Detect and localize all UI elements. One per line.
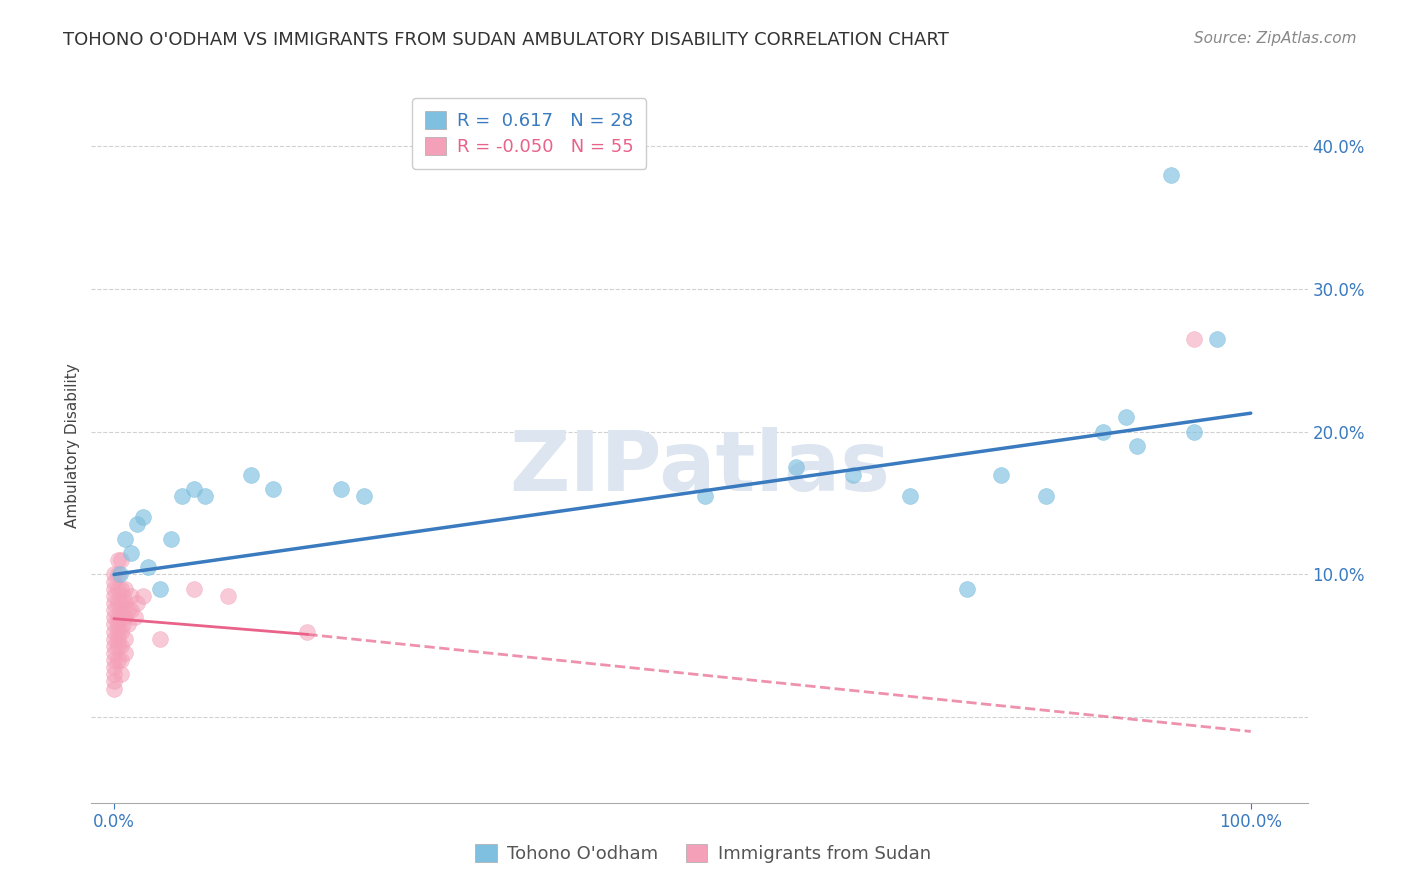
Point	[103, 567, 125, 582]
Point	[110, 639, 132, 653]
Point	[110, 596, 132, 610]
Point	[297, 624, 319, 639]
Point	[1205, 332, 1227, 346]
Y-axis label: Ambulatory Disability: Ambulatory Disability	[65, 364, 80, 528]
Point	[131, 510, 153, 524]
Point	[103, 610, 125, 624]
Text: TOHONO O'ODHAM VS IMMIGRANTS FROM SUDAN AMBULATORY DISABILITY CORRELATION CHART: TOHONO O'ODHAM VS IMMIGRANTS FROM SUDAN …	[63, 31, 949, 49]
Point	[1091, 425, 1114, 439]
Point	[107, 632, 129, 646]
Point	[172, 489, 194, 503]
Point	[107, 553, 129, 567]
Point	[898, 489, 921, 503]
Point	[103, 632, 125, 646]
Point	[103, 617, 125, 632]
Point	[107, 596, 129, 610]
Point	[107, 639, 129, 653]
Point	[108, 567, 131, 582]
Text: Source: ZipAtlas.com: Source: ZipAtlas.com	[1194, 31, 1357, 46]
Point	[103, 639, 125, 653]
Point	[183, 582, 205, 596]
Point	[136, 560, 159, 574]
Point	[120, 589, 142, 603]
Point	[114, 646, 136, 660]
Point	[103, 660, 125, 674]
Point	[110, 667, 132, 681]
Point	[842, 467, 865, 482]
Point	[103, 596, 125, 610]
Point	[107, 567, 129, 582]
Point	[107, 624, 129, 639]
Point	[103, 674, 125, 689]
Point	[955, 582, 977, 596]
Point	[125, 596, 148, 610]
Point	[107, 610, 129, 624]
Point	[131, 589, 153, 603]
Point	[160, 532, 183, 546]
Point	[112, 617, 135, 632]
Point	[785, 460, 807, 475]
Point	[183, 482, 205, 496]
Point	[1160, 168, 1182, 182]
Point	[149, 582, 172, 596]
Point	[103, 603, 125, 617]
Point	[103, 574, 125, 589]
Point	[110, 624, 132, 639]
Point	[1182, 332, 1205, 346]
Point	[120, 603, 142, 617]
Point	[239, 467, 262, 482]
Point	[114, 632, 136, 646]
Point	[120, 546, 142, 560]
Point	[107, 582, 129, 596]
Point	[262, 482, 284, 496]
Point	[114, 610, 136, 624]
Point	[103, 589, 125, 603]
Point	[110, 653, 132, 667]
Point	[125, 517, 148, 532]
Point	[990, 467, 1012, 482]
Legend: R =  0.617   N = 28, R = -0.050   N = 55: R = 0.617 N = 28, R = -0.050 N = 55	[412, 98, 647, 169]
Point	[112, 603, 135, 617]
Point	[110, 610, 132, 624]
Point	[194, 489, 217, 503]
Point	[353, 489, 375, 503]
Point	[117, 617, 139, 632]
Point	[217, 589, 239, 603]
Point	[1182, 425, 1205, 439]
Point	[695, 489, 717, 503]
Text: ZIPatlas: ZIPatlas	[509, 427, 890, 508]
Point	[103, 667, 125, 681]
Point	[117, 603, 139, 617]
Point	[1035, 489, 1057, 503]
Point	[110, 553, 132, 567]
Point	[103, 681, 125, 696]
Point	[103, 653, 125, 667]
Point	[114, 596, 136, 610]
Point	[1115, 410, 1137, 425]
Point	[110, 582, 132, 596]
Point	[149, 632, 172, 646]
Point	[103, 646, 125, 660]
Point	[330, 482, 353, 496]
Point	[124, 610, 146, 624]
Point	[114, 582, 136, 596]
Point	[107, 617, 129, 632]
Point	[107, 653, 129, 667]
Point	[114, 532, 136, 546]
Legend: Tohono O'odham, Immigrants from Sudan: Tohono O'odham, Immigrants from Sudan	[465, 835, 941, 872]
Point	[112, 589, 135, 603]
Point	[103, 624, 125, 639]
Point	[103, 582, 125, 596]
Point	[1126, 439, 1149, 453]
